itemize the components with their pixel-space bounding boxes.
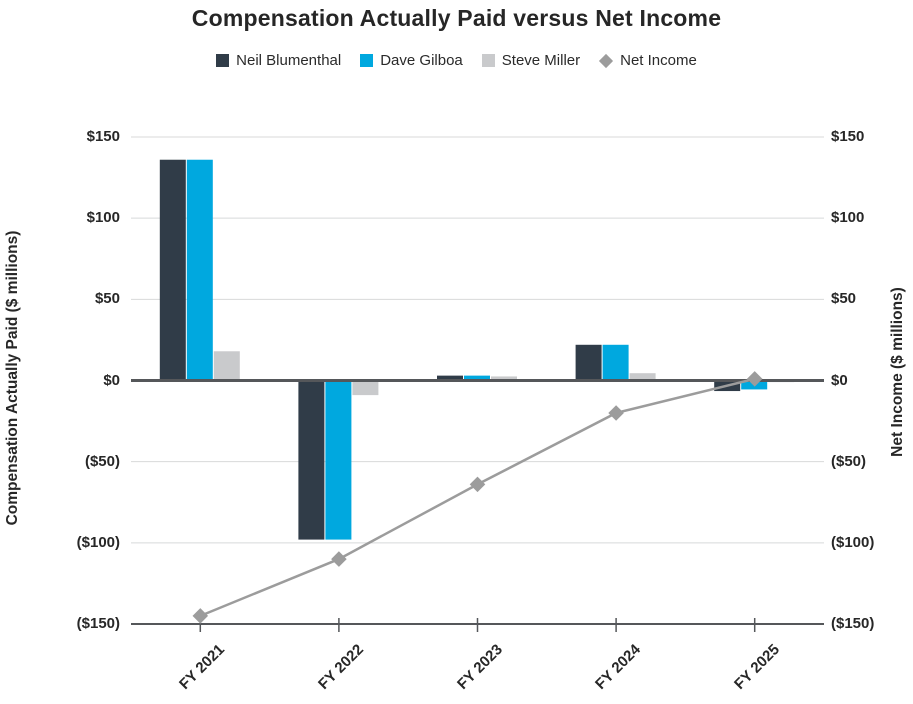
right-axis-tick-label: ($150) (831, 615, 875, 632)
right-axis-tick-label: $150 (831, 128, 865, 145)
net-income-marker-fy-2023 (469, 476, 486, 493)
legend-label: Neil Blumenthal (236, 52, 342, 69)
legend-item-neil-blumenthal: Neil Blumenthal (216, 52, 341, 69)
left-axis-tick-label: $150 (86, 128, 120, 145)
bar-neil-blumenthal-fy-2023 (437, 375, 463, 381)
bar-dave-gilboa-fy-2022 (325, 380, 352, 540)
legend-label: Net Income (620, 52, 697, 69)
dave-gilboa-swatch-icon (360, 54, 374, 67)
net-income-marker-fy-2022 (331, 551, 347, 567)
net-income-line (199, 377, 755, 618)
legend-item-steve-miller: Steve Miller (481, 52, 581, 69)
left-axis-tick-label: ($100) (76, 533, 120, 551)
bar-dave-gilboa-fy-2021 (186, 159, 213, 381)
bar-dave-gilboa-fy-2023 (464, 375, 490, 381)
legend-item-net-income: Net Income (599, 52, 697, 69)
bar-steve-miller-fy-2024 (629, 373, 656, 381)
left-axis-tick-label: $0 (103, 371, 120, 389)
left-axis-tick-label: $50 (94, 290, 120, 308)
bar-neil-blumenthal-fy-2021 (159, 159, 186, 381)
legend-item-dave-gilboa: Dave Gilboa (360, 52, 463, 69)
chart-title: Compensation Actually Paid versus Net In… (191, 5, 722, 31)
bar-dave-gilboa-fy-2024 (602, 344, 629, 381)
bar-neil-blumenthal-fy-2022 (298, 380, 325, 540)
bar-steve-miller-fy-2021 (213, 351, 240, 381)
bar-steve-miller-fy-2023 (491, 376, 517, 381)
left-axis-tick-label: $100 (86, 209, 120, 227)
legend-label: Steve Miller (501, 52, 581, 69)
right-axis-tick-label: ($50) (831, 452, 867, 470)
legend: Neil Blumenthal Dave Gilboa Steve Miller… (0, 52, 913, 69)
bar-neil-blumenthal-fy-2024 (575, 344, 602, 381)
left-axis-tick-label: ($150) (76, 615, 120, 632)
right-axis-tick-label: $50 (831, 290, 857, 308)
net-income-marker-fy-2024 (608, 405, 624, 421)
right-axis-tick-label: $100 (831, 209, 865, 227)
neil-blumenthal-swatch-icon (216, 54, 230, 67)
net-income-marker-fy-2021 (192, 608, 209, 624)
right-axis-tick-label: $0 (831, 371, 848, 389)
legend-label: Dave Gilboa (380, 52, 463, 69)
right-axis-tick-label: ($100) (831, 533, 875, 551)
left-axis-tick-label: ($50) (84, 452, 120, 470)
steve-miller-swatch-icon (481, 54, 495, 67)
bar-steve-miller-fy-2022 (352, 380, 379, 396)
